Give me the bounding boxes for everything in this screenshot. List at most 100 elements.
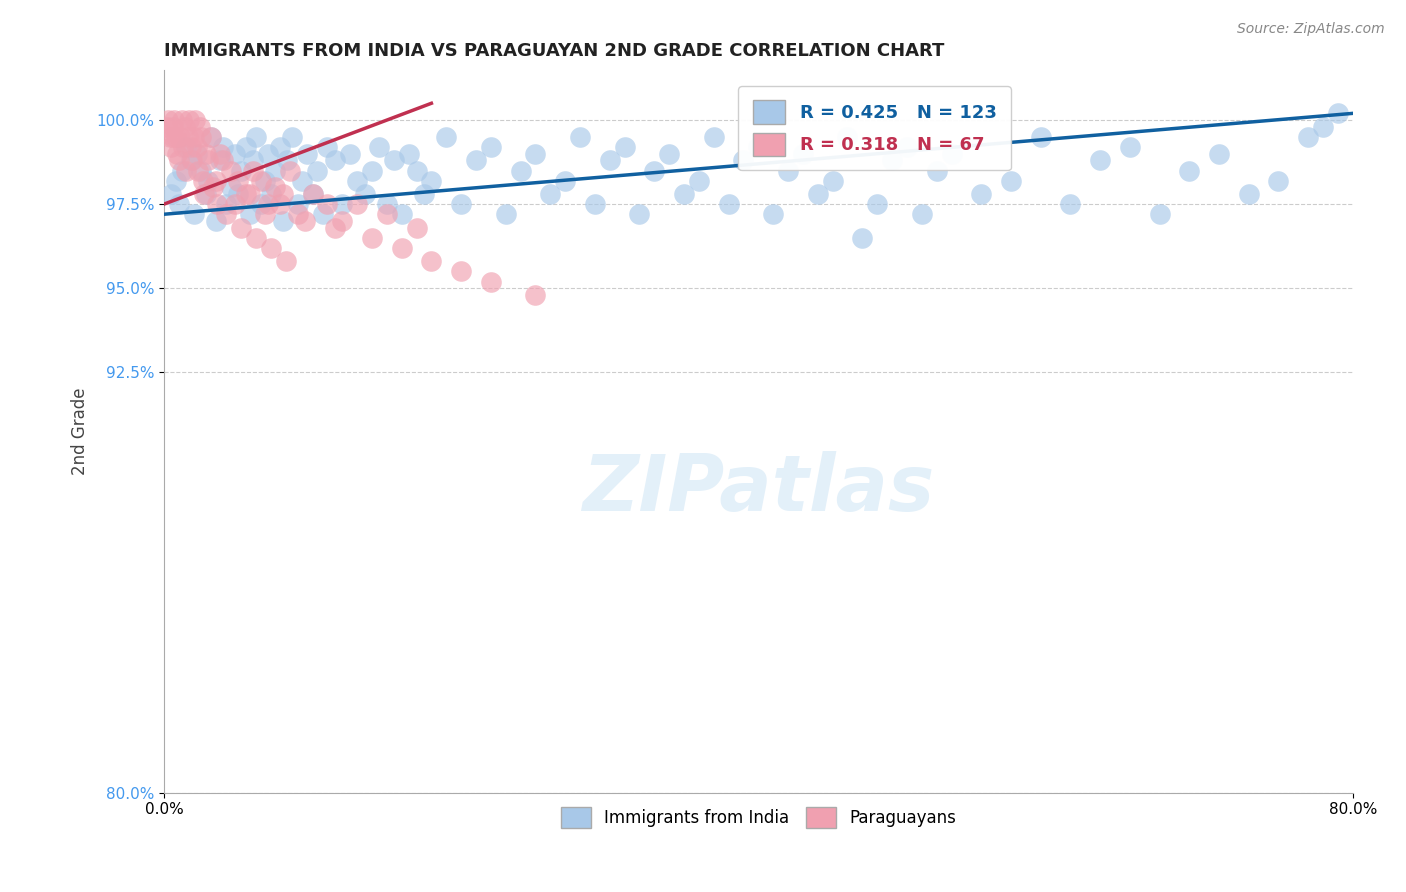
Point [242, 153, 264, 168]
Point [405, 163, 427, 178]
Point [382, 153, 405, 168]
Point [291, 173, 314, 187]
Point [190, 129, 212, 144]
Point [197, 173, 219, 187]
Point [569, 129, 592, 144]
Point [821, 173, 844, 187]
Point [339, 146, 361, 161]
Point [264, 163, 287, 178]
Point [524, 146, 547, 161]
Point [316, 140, 339, 154]
Point [156, 120, 179, 134]
Point [160, 187, 183, 202]
Point [276, 153, 298, 168]
Point [269, 140, 291, 154]
Point [165, 173, 187, 187]
Point [180, 140, 202, 154]
Point [160, 140, 183, 154]
Point [703, 129, 725, 144]
Point [361, 163, 384, 178]
Point [239, 187, 262, 202]
Point [166, 146, 188, 161]
Point [420, 254, 443, 268]
Point [205, 214, 228, 228]
Point [1296, 129, 1319, 144]
Point [215, 207, 238, 221]
Point [167, 153, 190, 168]
Point [172, 140, 194, 154]
Point [173, 120, 195, 134]
Text: IMMIGRANTS FROM INDIA VS PARAGUAYAN 2ND GRADE CORRELATION CHART: IMMIGRANTS FROM INDIA VS PARAGUAYAN 2ND … [165, 42, 945, 60]
Point [201, 180, 224, 194]
Point [1000, 173, 1022, 187]
Point [245, 129, 267, 144]
Point [405, 220, 427, 235]
Point [294, 214, 316, 228]
Point [253, 207, 276, 221]
Point [245, 231, 267, 245]
Point [187, 163, 209, 178]
Point [191, 173, 214, 187]
Point [479, 140, 502, 154]
Point [215, 197, 238, 211]
Point [762, 207, 785, 221]
Point [162, 120, 184, 134]
Point [368, 140, 391, 154]
Point [224, 197, 246, 211]
Point [776, 163, 799, 178]
Point [183, 207, 205, 221]
Point [538, 187, 561, 202]
Point [628, 207, 651, 221]
Point [257, 146, 280, 161]
Point [193, 187, 215, 202]
Point [212, 153, 235, 168]
Point [613, 140, 636, 154]
Point [278, 163, 301, 178]
Point [165, 129, 187, 144]
Point [1208, 146, 1230, 161]
Point [1312, 120, 1334, 134]
Point [260, 187, 283, 202]
Point [180, 153, 202, 168]
Point [226, 173, 249, 187]
Point [159, 129, 181, 144]
Point [450, 264, 472, 278]
Point [911, 207, 934, 221]
Text: ZIPatlas: ZIPatlas [582, 451, 935, 527]
Point [583, 197, 606, 211]
Point [287, 207, 309, 221]
Point [186, 146, 208, 161]
Legend: Immigrants from India, Paraguayans: Immigrants from India, Paraguayans [554, 800, 963, 835]
Point [361, 231, 384, 245]
Point [264, 180, 287, 194]
Point [733, 153, 755, 168]
Point [1149, 207, 1171, 221]
Point [269, 197, 291, 211]
Point [398, 146, 420, 161]
Point [242, 163, 264, 178]
Point [717, 197, 740, 211]
Point [450, 197, 472, 211]
Point [167, 197, 190, 211]
Point [231, 163, 253, 178]
Point [312, 207, 335, 221]
Point [219, 180, 242, 194]
Point [375, 207, 398, 221]
Point [257, 197, 280, 211]
Point [194, 146, 217, 161]
Point [330, 197, 353, 211]
Point [176, 129, 198, 144]
Point [188, 120, 211, 134]
Point [207, 197, 229, 211]
Point [413, 187, 436, 202]
Point [1088, 153, 1111, 168]
Point [524, 288, 547, 302]
Point [253, 173, 276, 187]
Point [301, 187, 323, 202]
Point [249, 197, 271, 211]
Point [174, 140, 197, 154]
Point [807, 187, 830, 202]
Point [200, 129, 222, 144]
Point [271, 214, 294, 228]
Point [465, 153, 488, 168]
